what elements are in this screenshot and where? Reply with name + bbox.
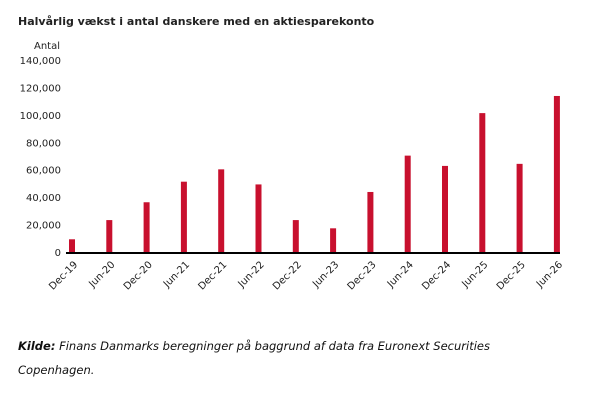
x-tick-label: Jun-23 (310, 259, 341, 290)
bar (255, 184, 262, 253)
x-tick-label: Dec-23 (346, 259, 379, 292)
x-tick-label: Dec-19 (47, 259, 80, 292)
x-tick-label: Jun-24 (385, 259, 416, 290)
x-tick-label: Dec-24 (420, 259, 453, 292)
x-tick-label: Jun-20 (86, 259, 117, 290)
y-tick-label: 100,000 (20, 111, 61, 122)
x-tick-label: Dec-21 (196, 259, 229, 292)
bar (218, 169, 225, 253)
bar (479, 113, 486, 253)
y-tick-label: 80,000 (26, 138, 61, 149)
x-tick-label: Jun-25 (459, 259, 490, 290)
bar (404, 155, 411, 253)
x-tick-label: Dec-25 (495, 259, 528, 292)
chart-title: Halvårlig vækst i antal danskere med en … (18, 15, 375, 28)
bar (143, 202, 150, 253)
y-tick-label: 60,000 (26, 166, 61, 177)
x-tick-label: Dec-22 (271, 259, 304, 292)
x-tick-label: Jun-22 (236, 259, 267, 290)
y-tick-label: 120,000 (20, 83, 61, 94)
x-tick-label: Jun-26 (534, 259, 565, 290)
bar (69, 239, 75, 253)
x-tick-label: Dec-20 (122, 259, 155, 292)
x-tick-label: Jun-21 (161, 259, 192, 290)
bar (330, 228, 337, 253)
source-label: Kilde: (18, 339, 56, 353)
y-axis-label: Antal (34, 41, 60, 52)
bar (516, 163, 523, 253)
bar (292, 220, 299, 253)
source-text: Finans Danmarks beregninger på baggrund … (18, 339, 490, 377)
y-tick-label: 0 (55, 248, 61, 259)
bar (106, 220, 113, 253)
chart: Halvårlig vækst i antal danskere med en … (18, 15, 565, 292)
bar (367, 191, 374, 253)
y-tick-label: 140,000 (20, 56, 61, 67)
y-tick-label: 20,000 (26, 221, 61, 232)
bar (553, 95, 560, 253)
source-note: Kilde: Finans Danmarks beregninger på ba… (18, 334, 498, 382)
y-tick-label: 40,000 (26, 193, 61, 204)
bar (442, 165, 448, 253)
bar (180, 181, 187, 253)
